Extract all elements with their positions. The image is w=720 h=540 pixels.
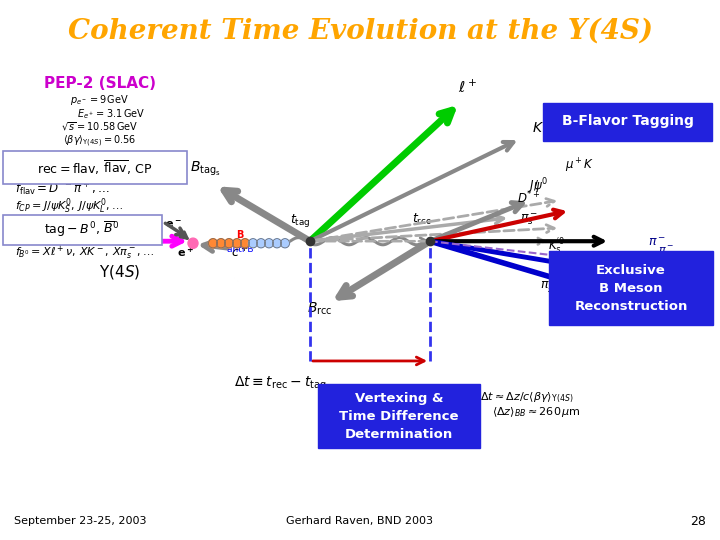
- Text: $\ell^+$: $\ell^+$: [459, 78, 477, 96]
- Text: Gerhard Raven, BND 2003: Gerhard Raven, BND 2003: [287, 516, 433, 526]
- Text: $\Delta t \equiv t_{\rm rec} - t_{\rm tag}$: $\Delta t \equiv t_{\rm rec} - t_{\rm ta…: [234, 375, 326, 393]
- Text: $c^+$: $c^+$: [231, 245, 249, 260]
- Text: $\pi^-$: $\pi^-$: [658, 245, 675, 255]
- Text: $\pi_s^-$: $\pi_s^-$: [520, 211, 538, 227]
- Text: 28: 28: [690, 515, 706, 528]
- Text: $p_{e^-} = 9\,{\rm GeV}$: $p_{e^-} = 9\,{\rm GeV}$: [71, 93, 130, 107]
- Circle shape: [225, 239, 233, 248]
- Text: $\mathbf{e^+}$: $\mathbf{e^+}$: [176, 245, 194, 260]
- Circle shape: [264, 239, 274, 248]
- Text: B-Flavor Tagging: B-Flavor Tagging: [562, 114, 694, 129]
- Text: $D^{*+}$: $D^{*+}$: [517, 190, 541, 206]
- Circle shape: [281, 239, 289, 248]
- Text: $J/\!\!\psi^0$: $J/\!\!\psi^0$: [528, 176, 549, 195]
- Text: ${\rm rec} = {\rm flav},\,\overline{\rm flav},\, CP$: ${\rm rec} = {\rm flav},\,\overline{\rm …: [37, 158, 153, 177]
- Text: Exclusive
B Meson
Reconstruction: Exclusive B Meson Reconstruction: [575, 264, 688, 313]
- Text: Coherent Time Evolution at the Υ(4S): Coherent Time Evolution at the Υ(4S): [68, 17, 652, 45]
- Text: $B_{\rm rcc}$: $B_{\rm rcc}$: [307, 301, 333, 318]
- Text: $\langle\Delta z\rangle_{B\bar{B}} \approx 260\,\mu{\rm m}$: $\langle\Delta z\rangle_{B\bar{B}} \appr…: [492, 405, 581, 419]
- Circle shape: [240, 239, 250, 248]
- Text: $t_{\rm rcc}$: $t_{\rm rcc}$: [413, 212, 432, 227]
- Text: $\mu^+ K$: $\mu^+ K$: [565, 157, 594, 175]
- Text: $\pi^-$: $\pi^-$: [648, 237, 666, 249]
- Text: $\pi^-$: $\pi^-$: [598, 270, 616, 283]
- Text: B: B: [236, 230, 243, 240]
- Text: $f_{B^0} = X\ell^+\nu,\, XK^-,\, X\pi_s^-,\ldots$: $f_{B^0} = X\ell^+\nu,\, XK^-,\, X\pi_s^…: [15, 244, 154, 262]
- Text: ${\rm tag} - B^0,\,\overline{B}^0$: ${\rm tag} - B^0,\,\overline{B}^0$: [45, 220, 120, 240]
- Text: $f_{CP} = J/\psi K_S^0,\, J/\psi K_L^0,\ldots$: $f_{CP} = J/\psi K_S^0,\, J/\psi K_L^0,\…: [15, 196, 123, 216]
- Text: $\Upsilon(4S)$: $\Upsilon(4S)$: [99, 263, 140, 281]
- FancyBboxPatch shape: [318, 384, 480, 448]
- Text: $\pi_s^{+-}$: $\pi_s^{+-}$: [540, 276, 565, 295]
- Circle shape: [256, 239, 266, 248]
- Text: $B_{\rm tag_s}$: $B_{\rm tag_s}$: [189, 160, 220, 178]
- FancyBboxPatch shape: [3, 214, 162, 245]
- FancyBboxPatch shape: [3, 151, 187, 184]
- Text: $t_{\rm tag}$: $t_{\rm tag}$: [289, 212, 310, 229]
- Text: $\Delta t \approx \Delta z/c\langle\beta\gamma\rangle_{\Upsilon(4S)}$: $\Delta t \approx \Delta z/c\langle\beta…: [480, 390, 573, 404]
- Text: $e^-$: $e^-$: [8, 231, 28, 245]
- Text: $\mathbf{e^-}$: $\mathbf{e^-}$: [165, 218, 181, 230]
- FancyBboxPatch shape: [549, 252, 713, 325]
- Text: $f_{\rm flav} = D^{*-}\pi^+,\ldots$: $f_{\rm flav} = D^{*-}\pi^+,\ldots$: [15, 179, 110, 198]
- Text: $\sqrt{s} = 10.58\,{\rm GeV}$: $\sqrt{s} = 10.58\,{\rm GeV}$: [61, 120, 139, 133]
- Text: $K_s^{'0}$: $K_s^{'0}$: [548, 235, 565, 255]
- Text: $E_{e^+} = 3.1\,{\rm GeV}$: $E_{e^+} = 3.1\,{\rm GeV}$: [77, 107, 145, 121]
- Text: anti B: anti B: [227, 246, 253, 254]
- Text: $K^+$: $K^+$: [532, 119, 553, 137]
- Text: $\pi^-$: $\pi^-$: [628, 296, 646, 309]
- Text: September 23-25, 2003: September 23-25, 2003: [14, 516, 147, 526]
- Circle shape: [217, 239, 225, 248]
- Text: $\langle\beta\gamma\rangle_{\Upsilon(4S)} = 0.56$: $\langle\beta\gamma\rangle_{\Upsilon(4S)…: [63, 134, 137, 149]
- FancyBboxPatch shape: [543, 103, 712, 141]
- Circle shape: [188, 238, 198, 248]
- Circle shape: [272, 239, 282, 248]
- Circle shape: [209, 239, 217, 248]
- Text: PEP-2 (SLAC): PEP-2 (SLAC): [44, 76, 156, 91]
- Circle shape: [248, 239, 258, 248]
- Circle shape: [233, 239, 241, 248]
- Text: Vertexing &
Time Difference
Determination: Vertexing & Time Difference Determinatio…: [339, 392, 459, 441]
